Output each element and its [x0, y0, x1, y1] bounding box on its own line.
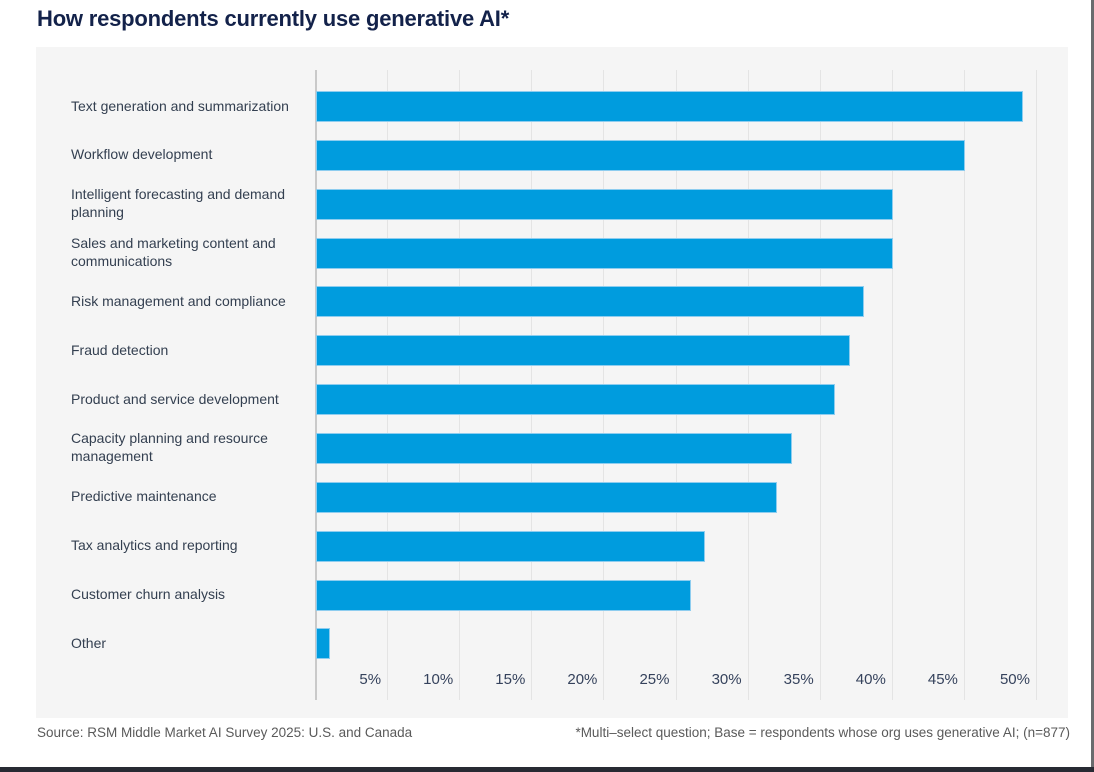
chart-row: Other — [36, 619, 1068, 668]
bar — [316, 139, 965, 171]
category-label: Fraud detection — [71, 341, 169, 358]
chart-row: Workflow development — [36, 131, 1068, 180]
chart-panel: Text generation and summarization Workflo… — [36, 47, 1068, 718]
bar — [316, 335, 850, 367]
x-tick-label: 10% — [423, 671, 454, 688]
footer: Source: RSM Middle Market AI Survey 2025… — [37, 725, 1070, 740]
chart-title: How respondents currently use generative… — [37, 6, 510, 31]
chart-row: Fraud detection — [36, 326, 1068, 375]
chart-row: Customer churn analysis — [36, 571, 1068, 620]
bar — [316, 286, 864, 318]
x-tick-label: 35% — [783, 671, 814, 688]
chart-row: Intelligent forecasting and demand plann… — [36, 180, 1068, 229]
x-tick-label: 15% — [495, 671, 526, 688]
chart-row: Sales and marketing content and communic… — [36, 229, 1068, 278]
bar — [316, 91, 1023, 122]
x-tick-label: 5% — [359, 671, 382, 688]
page-border-bottom — [0, 767, 1094, 772]
category-label: Intelligent forecasting and demand plann… — [71, 186, 286, 221]
category-label: Predictive maintenance — [71, 488, 217, 505]
bar — [316, 237, 893, 269]
x-tick-label: 50% — [999, 671, 1030, 688]
category-label: Product and service development — [71, 390, 279, 407]
chart-row: Product and service development — [36, 375, 1068, 424]
gridline — [891, 70, 893, 700]
x-tick-label: 20% — [567, 671, 598, 688]
x-tick-label: 30% — [711, 671, 742, 688]
chart-row: Capacity planning and resource managemen… — [36, 424, 1068, 473]
bar — [316, 384, 836, 416]
category-label: Risk management and compliance — [71, 292, 286, 309]
category-label: Capacity planning and resource managemen… — [71, 430, 268, 465]
bar — [316, 188, 893, 220]
chart-row: Tax analytics and reporting — [36, 522, 1068, 571]
x-tick-label: 40% — [855, 671, 886, 688]
category-label: Other — [71, 634, 107, 651]
category-label: Sales and marketing content and communic… — [71, 235, 276, 270]
bar — [316, 628, 331, 660]
x-tick-label: 45% — [927, 671, 958, 688]
gridline — [1036, 70, 1037, 700]
methodology-note: *Multi–select question; Base = responden… — [575, 725, 1070, 740]
category-label: Text generation and summarization — [71, 97, 289, 114]
gridline — [963, 70, 965, 700]
category-label: Tax analytics and reporting — [71, 537, 238, 554]
chart-row: Risk management and compliance — [36, 277, 1068, 326]
chart-row: Text generation and summarization — [36, 82, 1068, 131]
category-label: Customer churn analysis — [71, 586, 226, 603]
chart-row: Predictive maintenance — [36, 473, 1068, 522]
bar — [316, 530, 706, 562]
source-note: Source: RSM Middle Market AI Survey 2025… — [37, 725, 413, 740]
category-label: Workflow development — [71, 146, 213, 163]
bar — [316, 432, 792, 464]
x-tick-label: 25% — [639, 671, 670, 688]
bar — [316, 579, 691, 611]
page-border-right — [1091, 0, 1094, 772]
bar — [316, 481, 778, 513]
